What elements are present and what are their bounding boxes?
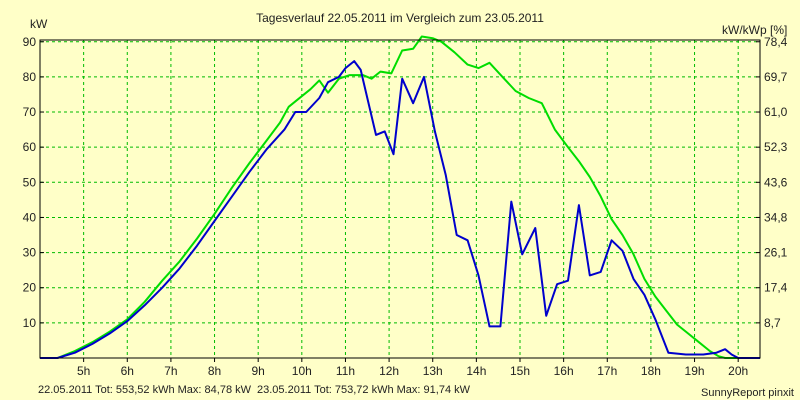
x-tick-label: 6h [121,364,134,378]
y-axis-right-label: kW/kWp [%] [722,23,787,37]
y-tick-label-left: 10 [23,316,37,330]
x-tick-label: 16h [554,364,574,378]
y-tick-label-left: 70 [23,105,37,119]
x-tick-label: 15h [510,364,530,378]
x-tick-label: 17h [597,364,617,378]
x-tick-label: 12h [379,364,399,378]
x-tick-label: 11h [336,364,355,378]
x-tick-label: 19h [685,364,705,378]
series-line-22-05-2011 [40,60,760,359]
x-tick-label: 20h [728,364,748,378]
y-tick-label-right: 8,7 [764,316,781,330]
y-tick-label-left: 90 [23,35,37,49]
y-tick-label-left: 60 [23,140,37,154]
x-tick-label: 14h [466,364,486,378]
y-tick-label-right: 69,7 [764,70,788,84]
y-axis-left-label: kW [30,17,48,31]
y-tick-label-left: 40 [23,210,37,224]
x-tick-label: 8h [208,364,221,378]
y-tick-label-right: 43,6 [764,175,788,189]
y-tick-label-right: 78,4 [764,35,788,49]
series-line-23-05-2011 [40,35,760,359]
y-ticks-left: 10 20 30 40 50 60 70 80 90 [23,35,44,330]
y-tick-label-left: 80 [23,70,37,84]
series-group [40,35,760,359]
x-tick-label: 13h [423,364,443,378]
x-tick-label: 10h [292,364,312,378]
plot-frame [39,39,761,359]
y-tick-label-right: 52,3 [764,140,788,154]
legend-series-2: 23.05.2011 Tot: 753,72 kWh Max: 91,74 kW [257,384,471,396]
y-tick-label-right: 17,4 [764,281,788,295]
y-ticks-right: 8,7 17,4 26,1 34,8 43,6 52,3 61,0 69,7 78,4 [756,35,788,330]
credit: SunnyReport pinxit [701,387,794,399]
x-tick-label: 18h [641,364,661,378]
x-ticks: 5h 6h 7h 8h 9h 10h 11h 12h 13h 14h 15h 16h 17h 18h 19h… [77,358,748,378]
y-tick-label-right: 61,0 [764,105,788,119]
y-tick-label-right: 34,8 [764,210,788,224]
y-tick-label-right: 26,1 [764,246,788,260]
y-tick-label-left: 20 [23,281,37,295]
grid [40,40,760,358]
legend-series-1: 22.05.2011 Tot: 553,52 kWh Max: 84,78 kW [38,384,252,396]
y-tick-label-left: 30 [23,246,37,260]
y-tick-label-left: 50 [23,175,37,189]
chart-title: Tagesverlauf 22.05.2011 im Vergleich zum… [256,11,544,25]
x-tick-label: 7h [164,364,177,378]
x-tick-label: 5h [77,364,90,378]
x-tick-label: 9h [252,364,265,378]
